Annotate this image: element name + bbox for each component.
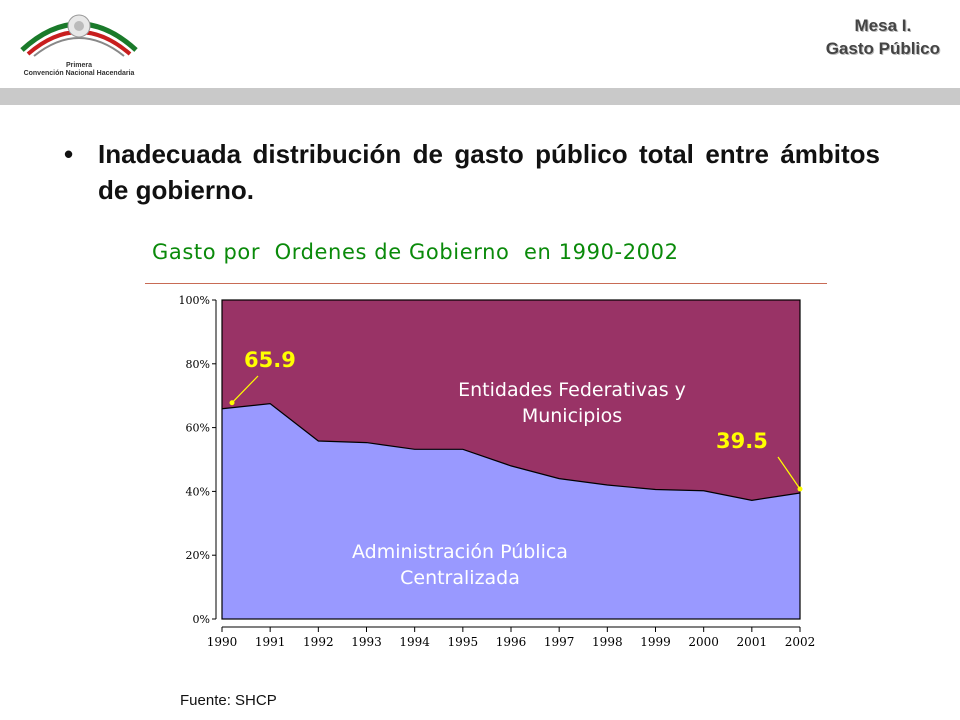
series-boundary-line: [221, 403, 801, 501]
x-tick-label: 1992: [303, 635, 334, 649]
y-tick-label: 80%: [186, 358, 210, 371]
logo-caption-line1: Primera: [65, 62, 93, 69]
bullet-point: • Inadecuada distribución de gasto públi…: [64, 136, 880, 208]
bullet-text: Inadecuada distribución de gasto público…: [98, 139, 880, 205]
series-area-entidades: [222, 300, 800, 501]
y-tick-label: 60%: [186, 422, 210, 435]
bullet-icon: •: [64, 139, 74, 169]
x-tick-label: 1993: [351, 635, 382, 649]
mesa-subtitle: Gasto Público: [825, 39, 940, 58]
y-tick-label: 20%: [186, 549, 210, 562]
annotation-label-2002: 39.5: [716, 429, 768, 453]
header-divider-bar: [0, 88, 960, 105]
y-tick-label: 40%: [186, 485, 210, 498]
x-tick-label: 1996: [496, 635, 527, 649]
logo-caption-line2: Convención Nacional Hacendaria: [23, 70, 135, 77]
x-tick-label: 2000: [688, 635, 719, 649]
x-tick-label: 2001: [737, 635, 768, 649]
plot-border: [221, 299, 801, 620]
annotation-point-1990: [229, 400, 235, 406]
chart-title: Gasto por Ordenes de Gobierno en 1990-20…: [152, 240, 679, 264]
source-note: Fuente: SHCP: [180, 692, 277, 709]
x-tick-label: 1999: [640, 635, 671, 649]
annotation-arrow-2002: [777, 456, 801, 490]
annotation-arrow-1990: [231, 375, 259, 404]
y-tick-label: 100%: [179, 294, 210, 307]
x-tick-label: 1994: [399, 635, 430, 649]
x-tick-label: 2002: [785, 635, 816, 649]
chart-title-rule: [145, 283, 827, 284]
session-heading: Mesa I. Gasto Público: [826, 14, 940, 60]
x-tick-label: 1995: [448, 635, 479, 649]
annotation-point-2002: [797, 486, 803, 492]
series-label-entidades: Entidades Federativas y Municipios: [458, 379, 686, 427]
convention-logo: [14, 6, 144, 82]
x-tick-label: 1990: [207, 635, 238, 649]
series-label-administracion: Administración Pública Centralizada: [352, 541, 568, 589]
logo-caption: Primera Convención Nacional Hacendaria: [14, 62, 144, 78]
x-tick-label: 1998: [592, 635, 623, 649]
annotation-label-1990: 65.9: [244, 348, 296, 372]
y-tick-label: 0%: [193, 613, 210, 626]
x-tick-label: 1991: [255, 635, 286, 649]
series-area-administracion: [222, 403, 800, 619]
x-tick-label: 1997: [544, 635, 575, 649]
mesa-title: Mesa I.: [854, 16, 912, 35]
